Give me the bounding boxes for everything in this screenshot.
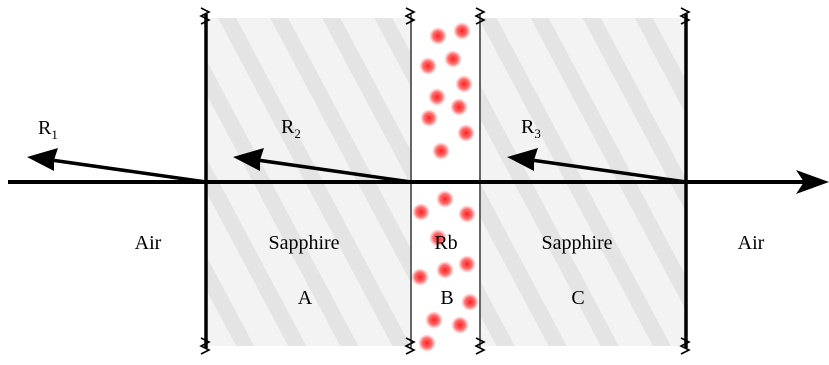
rb-atom <box>425 311 443 329</box>
rb-atom <box>457 124 475 142</box>
sapphire-a-label: Sapphire <box>268 232 339 254</box>
rb-atom <box>420 109 438 127</box>
rb-atom <box>455 75 473 93</box>
rb-atom <box>412 203 430 221</box>
rb-atom <box>428 88 446 106</box>
rb-atom <box>436 190 454 208</box>
break-mark-top-1 <box>199 7 211 25</box>
reflection-arrow-r1 <box>27 148 207 184</box>
rb-atom <box>461 293 479 311</box>
rb-atom <box>418 334 436 352</box>
rb-atom <box>429 27 447 45</box>
beam-arrowhead <box>796 170 829 194</box>
region-tag-a: A <box>298 287 313 309</box>
reflection-arrow-r3 <box>507 148 687 184</box>
rb-atom <box>432 142 450 160</box>
break-marks <box>199 7 691 355</box>
rb-label: Rb <box>434 232 457 254</box>
reflection-arrow-r2 <box>233 148 412 184</box>
region-tag-b: B <box>440 287 453 309</box>
rb-atom <box>419 57 437 75</box>
break-mark-bottom-4 <box>679 337 691 355</box>
rb-atom <box>429 229 447 247</box>
reflection-label-r2: R2 <box>281 116 301 141</box>
break-mark-top-4 <box>679 7 691 25</box>
rb-atom <box>436 261 454 279</box>
air-left-label: Air <box>135 232 162 254</box>
break-mark-top-2 <box>404 7 416 25</box>
break-mark-bottom-2 <box>404 337 416 355</box>
region-tag-c: C <box>571 287 584 309</box>
rb-atom <box>451 316 469 334</box>
rb-atoms <box>411 22 479 352</box>
rb-atom <box>444 50 462 68</box>
rb-atom <box>453 22 471 40</box>
rb-atom <box>458 205 476 223</box>
break-mark-bottom-3 <box>474 337 486 355</box>
rb-atom <box>458 255 476 273</box>
break-mark-bottom-1 <box>199 337 211 355</box>
reflection-label-r1: R1 <box>38 117 58 142</box>
break-mark-top-3 <box>474 7 486 25</box>
air-right-label: Air <box>738 232 765 254</box>
sapphire-c-label: Sapphire <box>541 232 612 254</box>
rb-atom <box>450 98 468 116</box>
rb-atom <box>411 268 429 286</box>
reflection-label-r3: R3 <box>521 116 541 141</box>
